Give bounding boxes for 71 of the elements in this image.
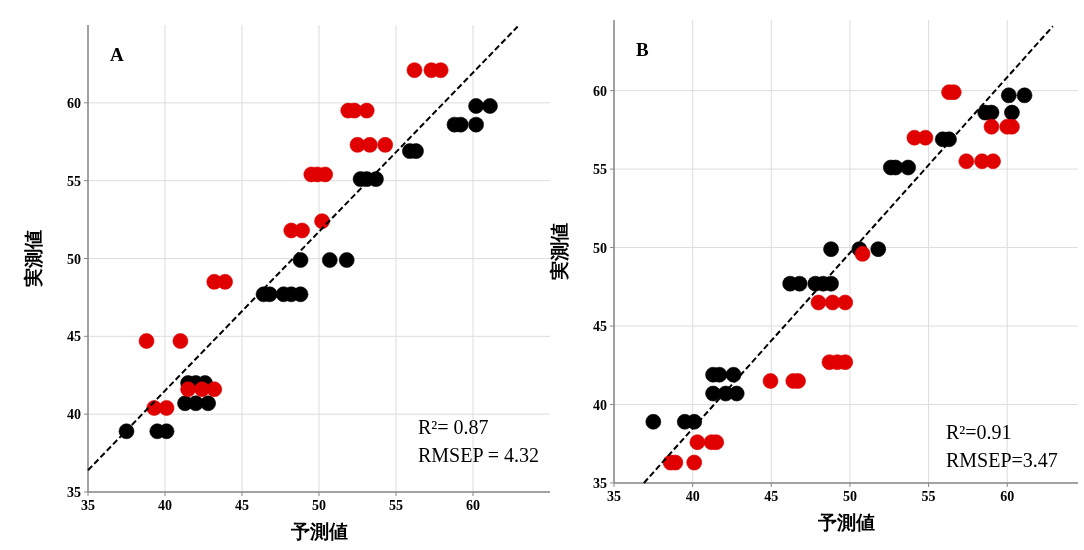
y-tick-label: 40 (593, 397, 607, 413)
point (1000, 87, 1017, 104)
point (917, 129, 934, 146)
point (1003, 104, 1020, 121)
point (294, 222, 311, 239)
point (321, 252, 338, 269)
point (406, 62, 423, 79)
point (1016, 87, 1033, 104)
x-tick-label: 35 (607, 489, 621, 504)
x-tick-label: 50 (312, 498, 326, 513)
point (958, 153, 975, 170)
annotation: R²=0.91 (946, 421, 1012, 443)
point (725, 366, 742, 383)
point (762, 372, 779, 389)
x-tick-label: 60 (1000, 489, 1015, 504)
point (206, 381, 223, 398)
point (172, 333, 189, 349)
point (468, 116, 485, 133)
point (810, 294, 827, 311)
x-tick-label: 40 (685, 489, 700, 504)
point (468, 97, 485, 114)
y-tick-label: 45 (67, 329, 81, 345)
x-tick-label: 55 (921, 489, 936, 504)
y-tick-label: 45 (593, 319, 607, 335)
y-tick-label: 50 (67, 251, 81, 267)
point (481, 97, 498, 114)
x-tick-label: 45 (235, 498, 249, 513)
annotation: A (110, 44, 124, 65)
point (180, 381, 197, 398)
point (689, 434, 706, 451)
y-tick-label: 60 (593, 83, 607, 99)
point (217, 273, 234, 290)
y-tick-label: 40 (67, 407, 81, 423)
y-tick-label: 55 (67, 173, 81, 189)
point (900, 159, 917, 176)
point (358, 102, 375, 119)
point (361, 136, 378, 153)
point (118, 423, 135, 440)
x-tick-label: 40 (158, 498, 172, 513)
point (377, 136, 394, 153)
point (854, 245, 871, 262)
y-axis-title: 実測値 (22, 230, 44, 288)
x-tick-label: 60 (466, 498, 480, 513)
point (338, 252, 355, 269)
point (985, 153, 1002, 170)
point (200, 395, 217, 412)
annotation: R²= 0.87 (418, 416, 489, 438)
annotation: RMSEP=3.47 (946, 449, 1058, 471)
y-tick-label: 60 (67, 95, 81, 111)
y-axis-title: 実測値 (548, 223, 570, 281)
annotation: B (636, 39, 649, 60)
annotation: RMSEP = 4.32 (418, 444, 540, 466)
point (983, 118, 1000, 135)
point (138, 333, 155, 349)
y-tick-label: 35 (593, 476, 607, 491)
y-tick-label: 55 (593, 162, 607, 178)
point (292, 252, 309, 269)
point (645, 413, 662, 430)
x-axis-title: 予測値 (289, 520, 348, 542)
point (870, 241, 887, 258)
point (314, 213, 331, 230)
x-tick-label: 55 (389, 498, 403, 513)
point (686, 454, 703, 471)
y-tick-label: 50 (593, 240, 607, 256)
x-axis-title: 予測値 (816, 511, 875, 533)
point (837, 294, 854, 311)
point (158, 399, 175, 416)
x-tick-label: 35 (81, 498, 95, 513)
x-tick-label: 45 (764, 489, 779, 504)
point (823, 241, 840, 258)
x-tick-label: 50 (842, 489, 857, 504)
